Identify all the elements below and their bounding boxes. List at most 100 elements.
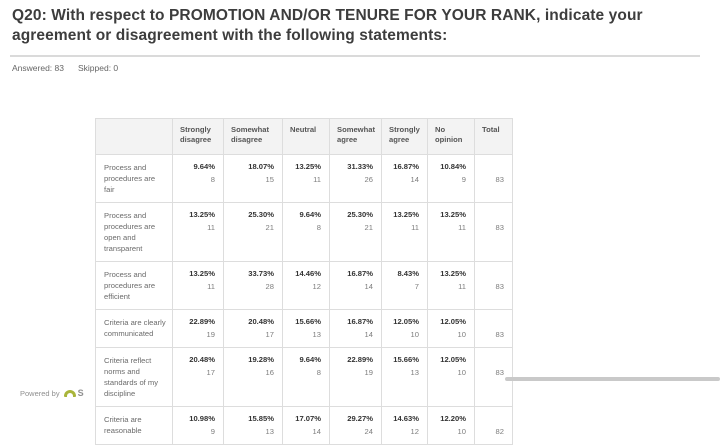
cell-percent: 10.98% — [189, 414, 215, 423]
row-label: Criteria are reasonable — [95, 406, 173, 445]
data-cell: 33.73% 28 — [223, 261, 283, 310]
cell-count: 10 — [457, 368, 466, 377]
cell-count: 11 — [207, 223, 215, 232]
cell-percent: 31.33% — [347, 162, 373, 171]
data-cell: 13.25% 11 — [172, 261, 224, 310]
results-table: Strongly disagree Somewhat disagree Neutra… — [95, 118, 513, 445]
cell-percent: 13.25% — [295, 162, 321, 171]
response-stats: Answered: 83 Skipped: 0 — [12, 63, 132, 73]
row-label: Process and procedures are fair — [95, 154, 173, 203]
data-cell: 9.64% 8 — [282, 347, 330, 407]
cell-percent: 19.28% — [248, 355, 274, 364]
cell-count: 7 — [414, 282, 419, 291]
data-cell: 13.25% 11 — [282, 154, 330, 203]
cell-percent: 16.87% — [393, 162, 419, 171]
data-cell: 20.48% 17 — [223, 309, 283, 348]
horizontal-scrollbar-thumb[interactable] — [505, 377, 720, 381]
data-cell: 17.07% 14 — [282, 406, 330, 445]
cell-count: 15 — [265, 175, 274, 184]
cell-count: 14 — [410, 175, 419, 184]
data-cell: 20.48% 17 — [172, 347, 224, 407]
cell-count: 8 — [210, 175, 215, 184]
cell-count: 24 — [364, 427, 373, 436]
powered-by-footer: Powered by S — [20, 386, 84, 400]
cell-percent: 13.25% — [440, 269, 466, 278]
cell-count: 17 — [206, 368, 215, 377]
data-cell: 19.28% 16 — [223, 347, 283, 407]
cell-count: 21 — [265, 223, 274, 232]
column-header: No opinion — [427, 118, 475, 155]
cell-count: 12 — [410, 427, 419, 436]
cell-count: 9 — [461, 175, 466, 184]
cell-percent: 13.25% — [189, 210, 215, 219]
data-cell: 16.87% 14 — [329, 261, 382, 310]
data-cell: 12.05% 10 — [381, 309, 428, 348]
data-cell: 13.25% 11 — [427, 202, 475, 262]
cell-percent: 25.30% — [248, 210, 274, 219]
cell-percent: 12.05% — [393, 317, 419, 326]
data-cell: 18.07% 15 — [223, 154, 283, 203]
data-cell: 16.87% 14 — [381, 154, 428, 203]
data-cell: 25.30% 21 — [329, 202, 382, 262]
cell-count: 14 — [364, 282, 373, 291]
cell-count: 8 — [316, 368, 321, 377]
table-row: Criteria are reasonable 10.98% 9 15.85% 13 17… — [95, 406, 513, 445]
data-cell: 13.25% 11 — [172, 202, 224, 262]
cell-count: 11 — [207, 282, 215, 291]
total-cell: 83 — [474, 261, 513, 310]
cell-percent: 13.25% — [393, 210, 419, 219]
data-cell: 12.05% 10 — [427, 347, 475, 407]
column-header: Strongly agree — [381, 118, 428, 155]
data-cell: 13.25% 11 — [427, 261, 475, 310]
total-cell: 83 — [474, 309, 513, 348]
surveymonkey-logo-icon — [63, 389, 76, 397]
cell-count: 11 — [458, 282, 466, 291]
cell-count: 11 — [458, 223, 466, 232]
cell-count: 10 — [457, 330, 466, 339]
table-row: Process and procedures are open and tran… — [95, 202, 513, 262]
cell-percent: 9.64% — [299, 210, 321, 219]
data-cell: 9.64% 8 — [172, 154, 224, 203]
data-cell: 15.66% 13 — [381, 347, 428, 407]
results-table-wrap: Strongly disagree Somewhat disagree Neutra… — [95, 118, 513, 445]
cell-count: 10 — [457, 427, 466, 436]
row-label: Process and procedures are efficient — [95, 261, 173, 310]
data-cell: 29.27% 24 — [329, 406, 382, 445]
cell-count: 10 — [410, 330, 419, 339]
cell-percent: 20.48% — [248, 317, 274, 326]
cell-percent: 12.05% — [440, 355, 466, 364]
total-cell: 83 — [474, 154, 513, 203]
question-title: Q20: With respect to PROMOTION AND/OR TE… — [12, 7, 643, 44]
row-label: Process and procedures are open and tran… — [95, 202, 173, 262]
cell-count: 17 — [265, 330, 274, 339]
cell-percent: 17.07% — [295, 414, 321, 423]
data-cell: 31.33% 26 — [329, 154, 382, 203]
cell-count: 8 — [316, 223, 321, 232]
data-cell: 22.89% 19 — [172, 309, 224, 348]
data-cell: 13.25% 11 — [381, 202, 428, 262]
cell-percent: 16.87% — [347, 317, 373, 326]
table-row: Criteria are clearly communicated 22.89% 1… — [95, 309, 513, 348]
cell-count: 19 — [364, 368, 373, 377]
data-cell: 8.43% 7 — [381, 261, 428, 310]
cell-percent: 14.63% — [393, 414, 419, 423]
data-cell: 12.20% 10 — [427, 406, 475, 445]
cell-count: 14 — [364, 330, 373, 339]
data-cell: 14.46% 12 — [282, 261, 330, 310]
cell-count: 26 — [364, 175, 373, 184]
data-cell: 10.98% 9 — [172, 406, 224, 445]
row-label: Criteria reflect norms and standards of … — [95, 347, 173, 407]
cell-percent: 13.25% — [440, 210, 466, 219]
data-cell: 25.30% 21 — [223, 202, 283, 262]
table-body: Process and procedures are fair 9.64% 8 18.… — [95, 154, 513, 445]
data-cell: 14.63% 12 — [381, 406, 428, 445]
table-row: Process and procedures are efficient 13.2… — [95, 261, 513, 310]
cell-count: 19 — [206, 330, 215, 339]
cell-percent: 15.66% — [393, 355, 419, 364]
cell-percent: 15.66% — [295, 317, 321, 326]
data-cell: 9.64% 8 — [282, 202, 330, 262]
cell-count: 11 — [313, 175, 321, 184]
table-row: Process and procedures are fair 9.64% 8 18.… — [95, 154, 513, 203]
column-header: Strongly disagree — [172, 118, 224, 155]
cell-count: 13 — [312, 330, 321, 339]
